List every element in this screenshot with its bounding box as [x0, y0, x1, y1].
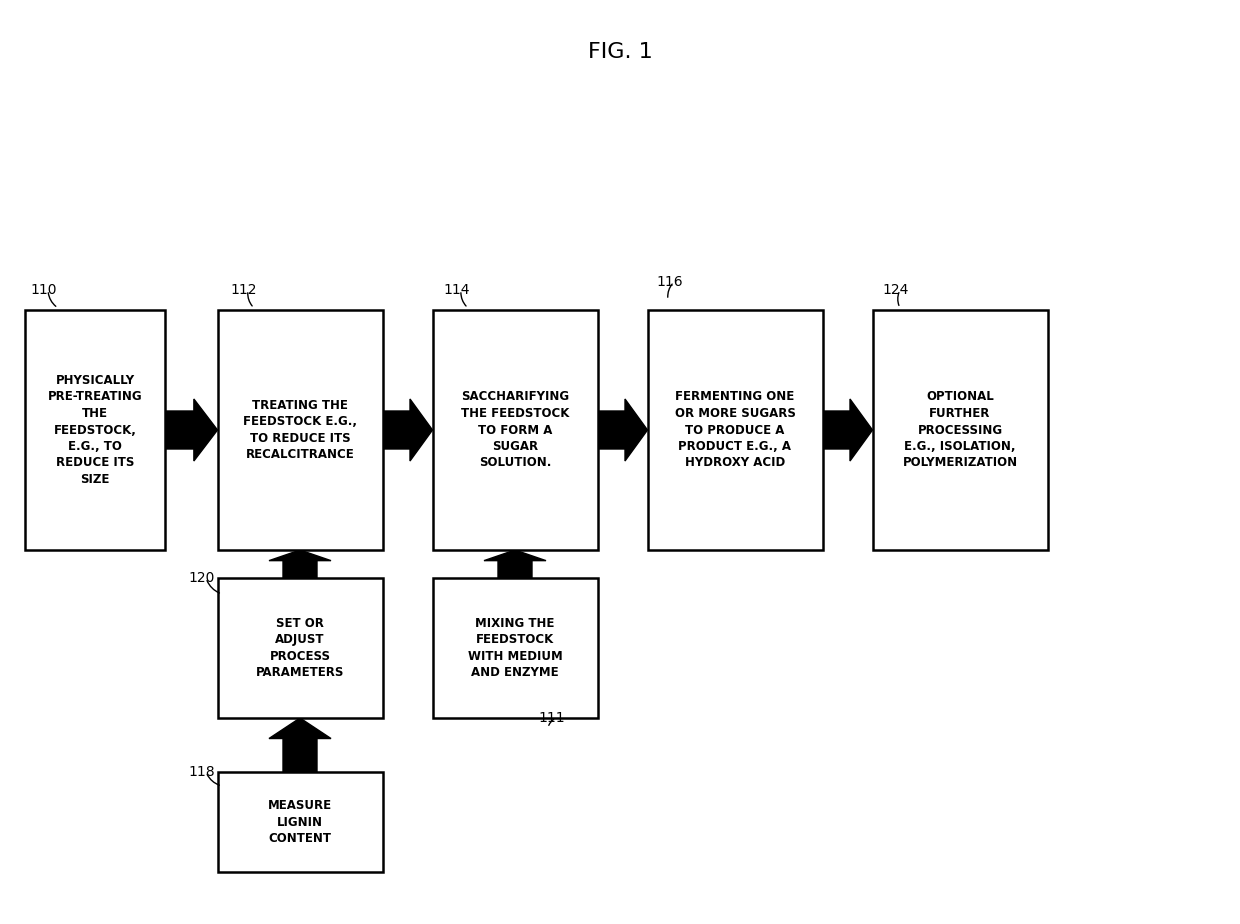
Polygon shape [269, 550, 331, 578]
Text: 111: 111 [538, 711, 564, 725]
Text: SET OR
ADJUST
PROCESS
PARAMETERS: SET OR ADJUST PROCESS PARAMETERS [255, 616, 345, 679]
Text: MEASURE
LIGNIN
CONTENT: MEASURE LIGNIN CONTENT [268, 799, 332, 845]
Polygon shape [484, 550, 546, 578]
Text: TREATING THE
FEEDSTOCK E.G.,
TO REDUCE ITS
RECALCITRANCE: TREATING THE FEEDSTOCK E.G., TO REDUCE I… [243, 399, 357, 461]
Bar [433, 578, 598, 718]
Text: 110: 110 [30, 283, 57, 297]
Polygon shape [382, 399, 433, 461]
Text: FIG. 1: FIG. 1 [588, 42, 652, 62]
Bar [433, 310, 598, 550]
Text: FERMENTING ONE
OR MORE SUGARS
TO PRODUCE A
PRODUCT E.G., A
HYDROXY ACID: FERMENTING ONE OR MORE SUGARS TO PRODUCE… [675, 391, 795, 469]
Text: 116: 116 [656, 275, 683, 289]
Text: 114: 114 [443, 283, 470, 297]
Polygon shape [598, 399, 647, 461]
Bar [873, 310, 1048, 550]
Text: 120: 120 [188, 571, 215, 585]
Bar [647, 310, 822, 550]
Text: 118: 118 [188, 765, 215, 779]
Polygon shape [269, 718, 331, 772]
Text: 112: 112 [229, 283, 257, 297]
Text: OPTIONAL
FURTHER
PROCESSING
E.G., ISOLATION,
POLYMERIZATION: OPTIONAL FURTHER PROCESSING E.G., ISOLAT… [903, 391, 1018, 469]
Text: 124: 124 [882, 283, 909, 297]
Polygon shape [822, 399, 873, 461]
Text: SACCHARIFYING
THE FEEDSTOCK
TO FORM A
SUGAR
SOLUTION.: SACCHARIFYING THE FEEDSTOCK TO FORM A SU… [461, 391, 569, 469]
Bar [217, 578, 382, 718]
Polygon shape [165, 399, 217, 461]
Text: PHYSICALLY
PRE-TREATING
THE
FEEDSTOCK,
E.G., TO
REDUCE ITS
SIZE: PHYSICALLY PRE-TREATING THE FEEDSTOCK, E… [47, 374, 143, 486]
Bar [217, 772, 382, 872]
Bar [25, 310, 165, 550]
Bar [217, 310, 382, 550]
Text: MIXING THE
FEEDSTOCK
WITH MEDIUM
AND ENZYME: MIXING THE FEEDSTOCK WITH MEDIUM AND ENZ… [467, 616, 563, 679]
